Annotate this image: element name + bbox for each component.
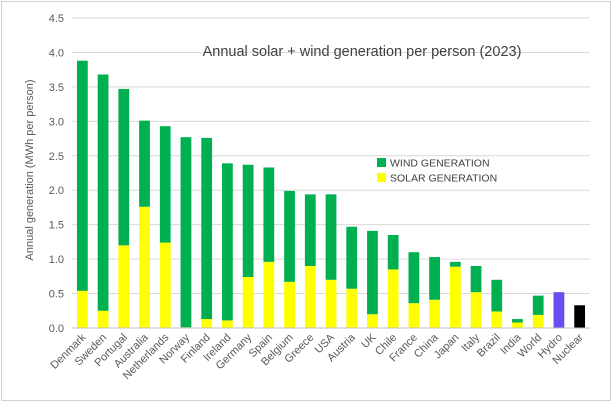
bar-segment-ireland-1: [222, 163, 233, 321]
legend-label-solar: SOLAR GENERATION: [390, 173, 497, 185]
bar-segment-india-0: [512, 322, 523, 328]
y-tick-label: 3.0: [49, 116, 64, 128]
bar-segment-portugal-0: [118, 245, 130, 328]
bar-segment-spain-0: [263, 261, 275, 328]
chart-title: Annual solar + wind generation per perso…: [203, 44, 522, 60]
bar-segment-denmark-1: [76, 60, 88, 291]
bar-segment-world-1: [532, 295, 544, 315]
bar-segment-china-1: [429, 257, 440, 300]
bar-segment-usa-1: [325, 194, 337, 280]
legend-swatch-solar: [377, 173, 386, 182]
bar-segment-hydro-2: [553, 292, 565, 328]
y-axis-label: Annual generation (MWh per person): [24, 80, 36, 261]
bar-segment-italy-1: [470, 266, 482, 293]
y-tick-label: 3.5: [49, 82, 64, 94]
bar-segment-greece-1: [304, 194, 316, 266]
y-tick-label: 1.5: [49, 220, 64, 232]
bar-segment-nuclear-3: [574, 305, 586, 328]
bar-segment-norway-1: [180, 137, 192, 328]
x-tick-label-brazil: Brazil: [475, 332, 503, 360]
bar-segment-sweden-1: [97, 74, 109, 311]
bar-segment-france-0: [408, 303, 420, 328]
bar-segment-belgium-0: [284, 281, 295, 328]
bar-segment-usa-0: [325, 279, 337, 328]
legend: WIND GENERATION SOLAR GENERATION: [377, 158, 497, 185]
bar-segment-uk-1: [367, 230, 378, 315]
bar-segment-brazil-1: [491, 279, 503, 312]
bar-segment-world-0: [532, 314, 544, 328]
bar-segment-netherlands-0: [159, 242, 171, 328]
y-tick-label: 4.0: [49, 47, 64, 59]
gridlines: [72, 17, 590, 295]
bar-segment-sweden-0: [97, 310, 109, 328]
bar-segment-finland-0: [201, 319, 213, 328]
bar-segment-australia-0: [139, 206, 150, 328]
y-tick-label: 2.5: [49, 151, 64, 163]
bar-segment-belgium-1: [284, 190, 295, 282]
bar-segment-germany-1: [242, 164, 254, 278]
bar-segment-austria-0: [346, 288, 358, 328]
y-tick-label: 0.0: [49, 323, 64, 335]
y-axis-ticks: 0.0 0.5 1.0 1.5 2.0 2.5 3.0 3.5 4.0 4.5: [49, 13, 64, 335]
bar-segment-brazil-0: [491, 311, 503, 328]
bar-segment-netherlands-1: [159, 126, 171, 243]
bar-segment-austria-1: [346, 226, 358, 289]
bar-segment-australia-1: [139, 120, 150, 207]
x-axis-ticks: DenmarkSwedenPortugalAustraliaNetherland…: [48, 331, 586, 382]
y-tick-label: 2.0: [49, 185, 64, 197]
bar-segment-chile-1: [387, 235, 399, 270]
bar-segment-germany-0: [242, 277, 254, 328]
legend-swatch-wind: [377, 158, 386, 167]
bar-segment-finland-1: [201, 137, 213, 320]
bar-segment-ireland-0: [222, 320, 233, 328]
legend-label-wind: WIND GENERATION: [390, 158, 490, 170]
bar-segment-japan-0: [449, 266, 461, 328]
bar-segment-portugal-1: [118, 88, 130, 246]
y-tick-label: 0.5: [49, 289, 64, 301]
bar-segment-france-1: [408, 252, 420, 304]
bar-segment-denmark-0: [76, 290, 88, 328]
bar-segment-india-1: [512, 319, 523, 323]
bar-segment-italy-0: [470, 292, 482, 328]
bar-segment-japan-1: [449, 261, 461, 267]
y-tick-label: 4.5: [49, 13, 64, 25]
bar-segment-china-0: [429, 299, 440, 328]
bars: [76, 60, 586, 328]
bar-segment-greece-0: [304, 266, 316, 328]
bar-segment-chile-0: [387, 269, 399, 328]
y-tick-label: 1.0: [49, 254, 64, 266]
bar-segment-spain-1: [263, 167, 275, 262]
bar-segment-uk-0: [367, 314, 378, 328]
